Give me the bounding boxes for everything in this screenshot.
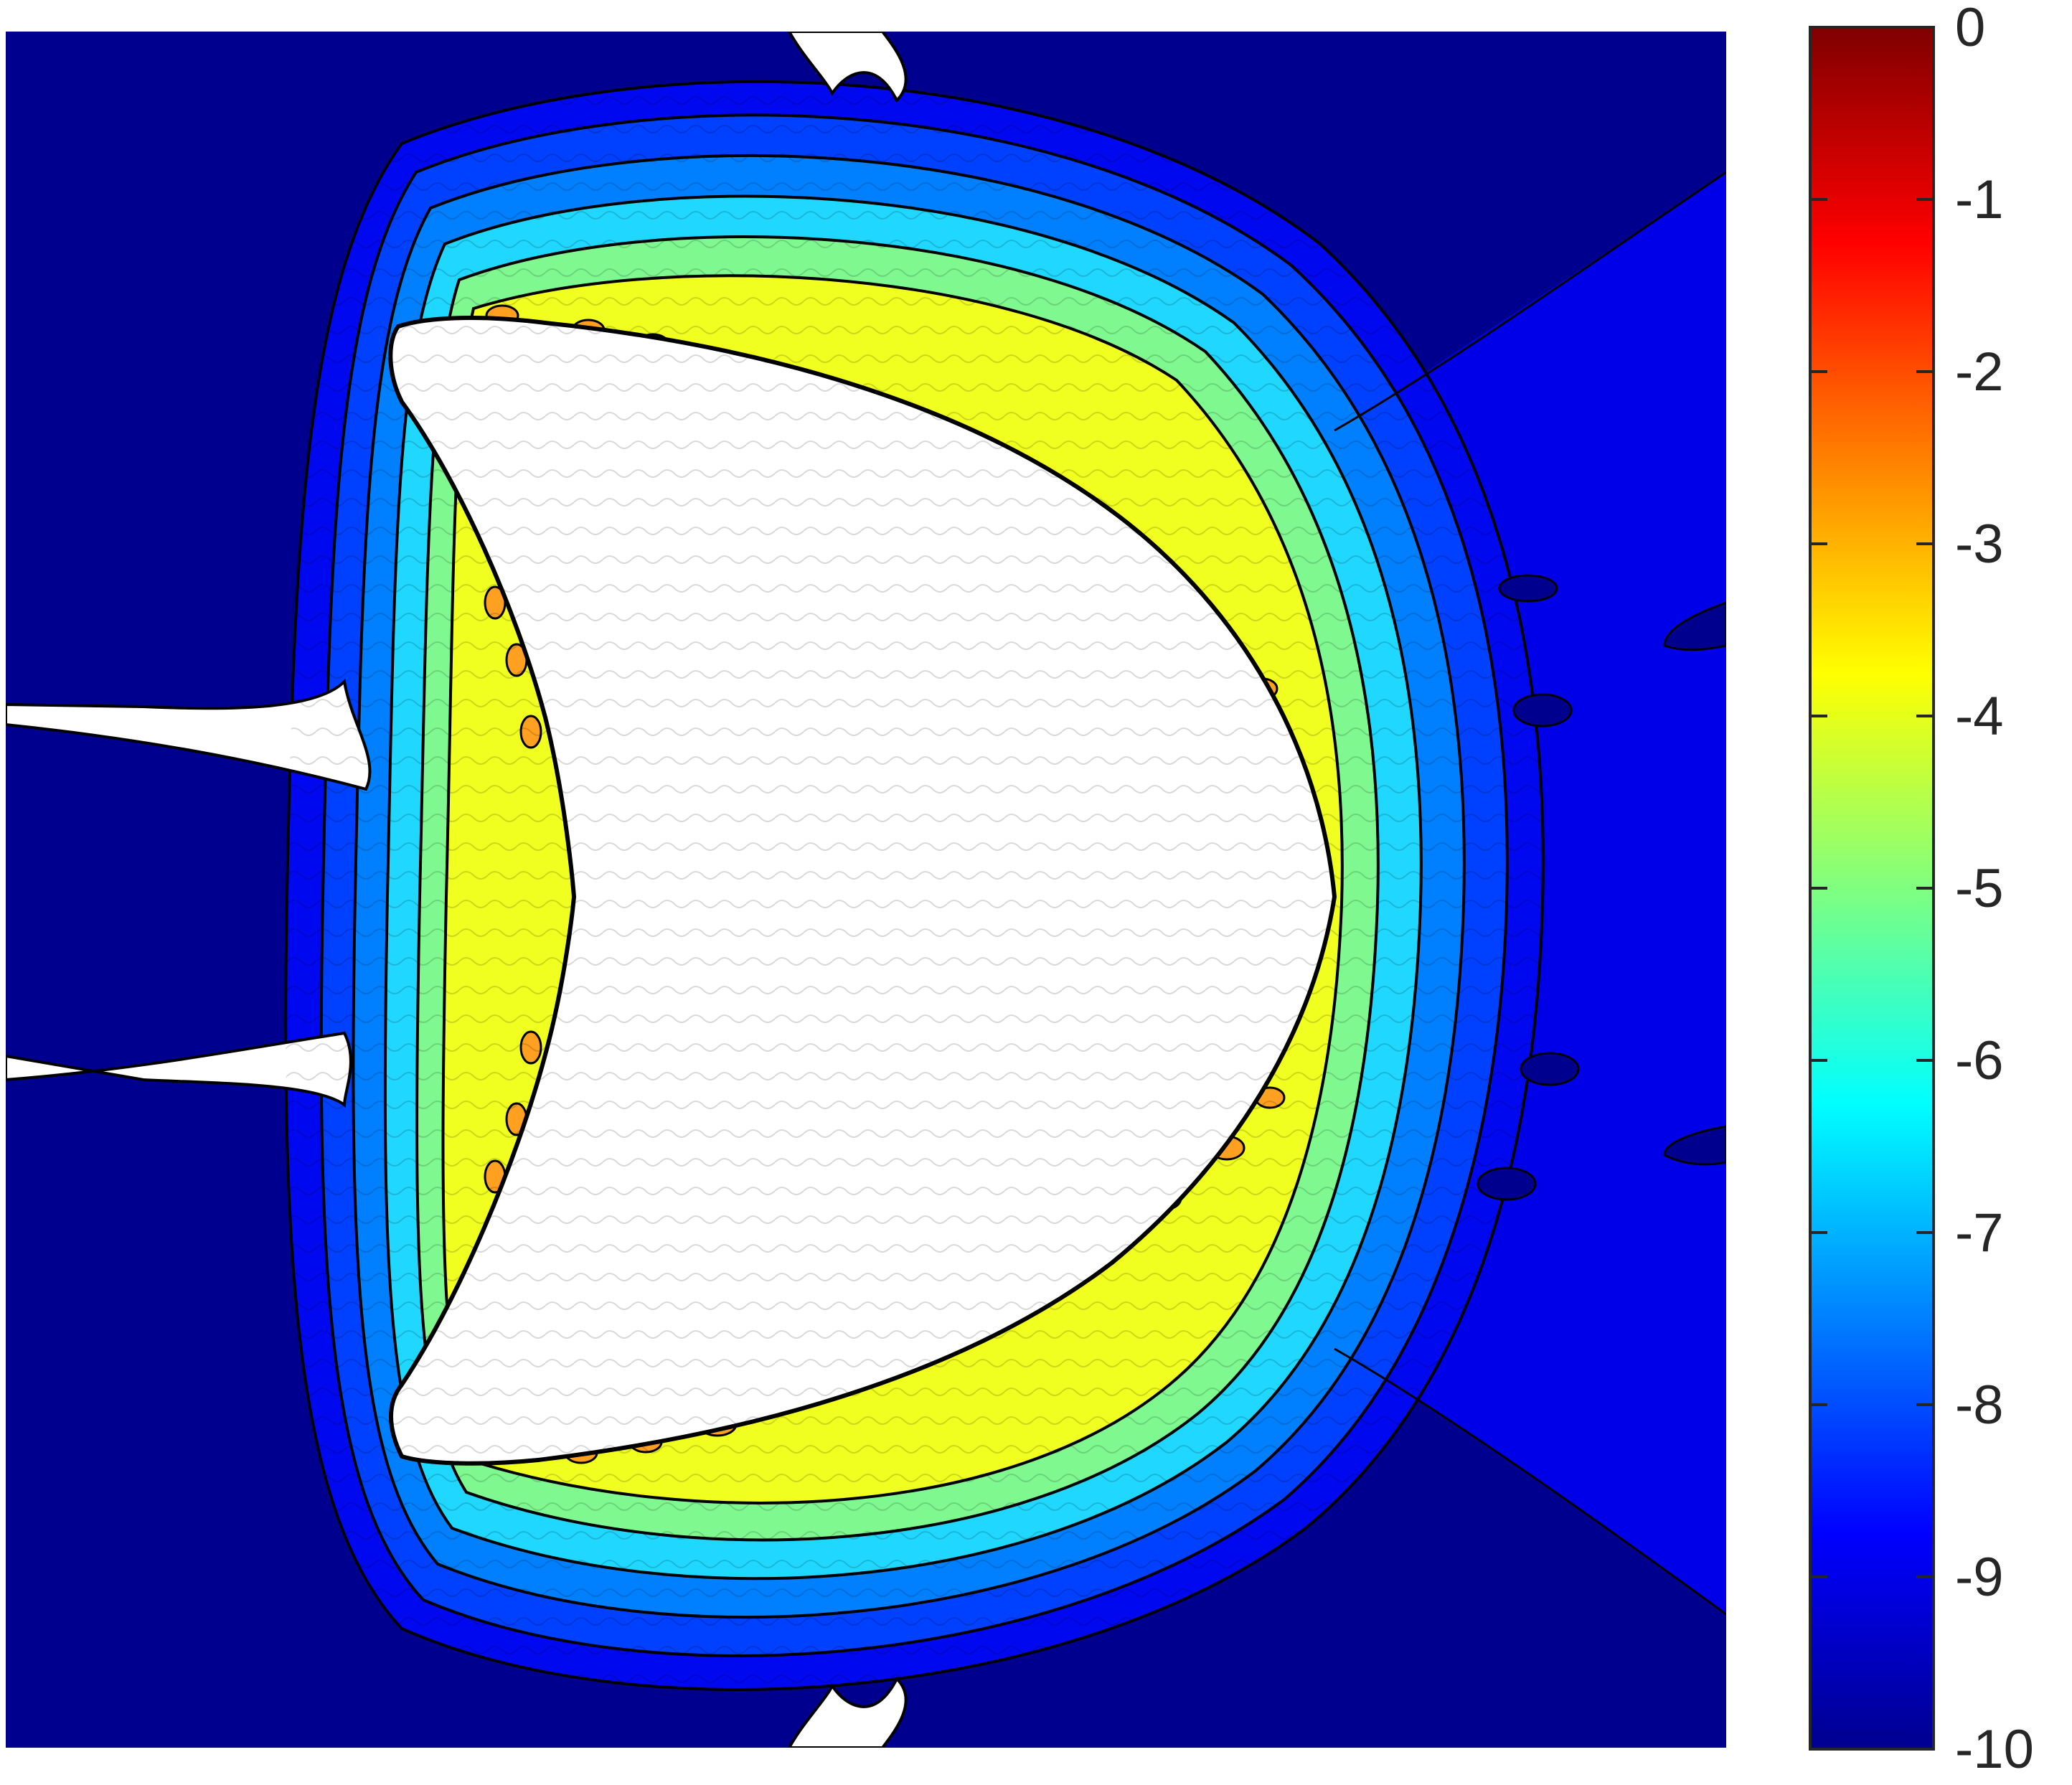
right-island xyxy=(1498,574,1558,603)
colorbar-tick-label: 0 xyxy=(1955,0,1985,58)
colorbar-tick-label: -9 xyxy=(1955,1547,2004,1608)
colorbar-tick-label: -2 xyxy=(1955,342,2004,402)
colorbar-tick-label: -7 xyxy=(1955,1202,2004,1263)
colorbar: 0 -1 -2 -3 -4 -5 -6 -7 -8 -9 -10 xyxy=(1809,0,2034,1780)
colorbar-tick-label: -4 xyxy=(1955,686,2004,747)
top-white-feature xyxy=(787,32,908,103)
right-island xyxy=(1512,693,1573,727)
right-edge-dark-tongue xyxy=(1663,1125,1726,1166)
wake-contour-line xyxy=(1334,1347,1726,1616)
bottom-white-feature xyxy=(787,1676,908,1748)
right-island xyxy=(1477,1167,1537,1201)
colorbar-tick-label: -8 xyxy=(1955,1375,2004,1436)
colorbar-tick-label: -3 xyxy=(1955,514,2004,575)
colorbar-tick-label: -5 xyxy=(1955,858,2004,919)
right-edge-dark-tongue xyxy=(1663,601,1726,651)
colorbar-tick-label: -6 xyxy=(1955,1030,2004,1091)
contour-ripple-overlay xyxy=(286,81,1543,1690)
wake-contour-line xyxy=(1334,171,1726,432)
right-island xyxy=(1520,1052,1580,1086)
colorbar-tick-label: -1 xyxy=(1955,169,2004,230)
colorbar-ticks: 0 -1 -2 -3 -4 -5 -6 -7 -8 -9 -10 xyxy=(1810,0,2034,1780)
colorbar-gradient xyxy=(1809,26,1935,1751)
contour-plot-area xyxy=(6,32,1726,1748)
colorbar-tick-label: -10 xyxy=(1955,1719,2034,1780)
